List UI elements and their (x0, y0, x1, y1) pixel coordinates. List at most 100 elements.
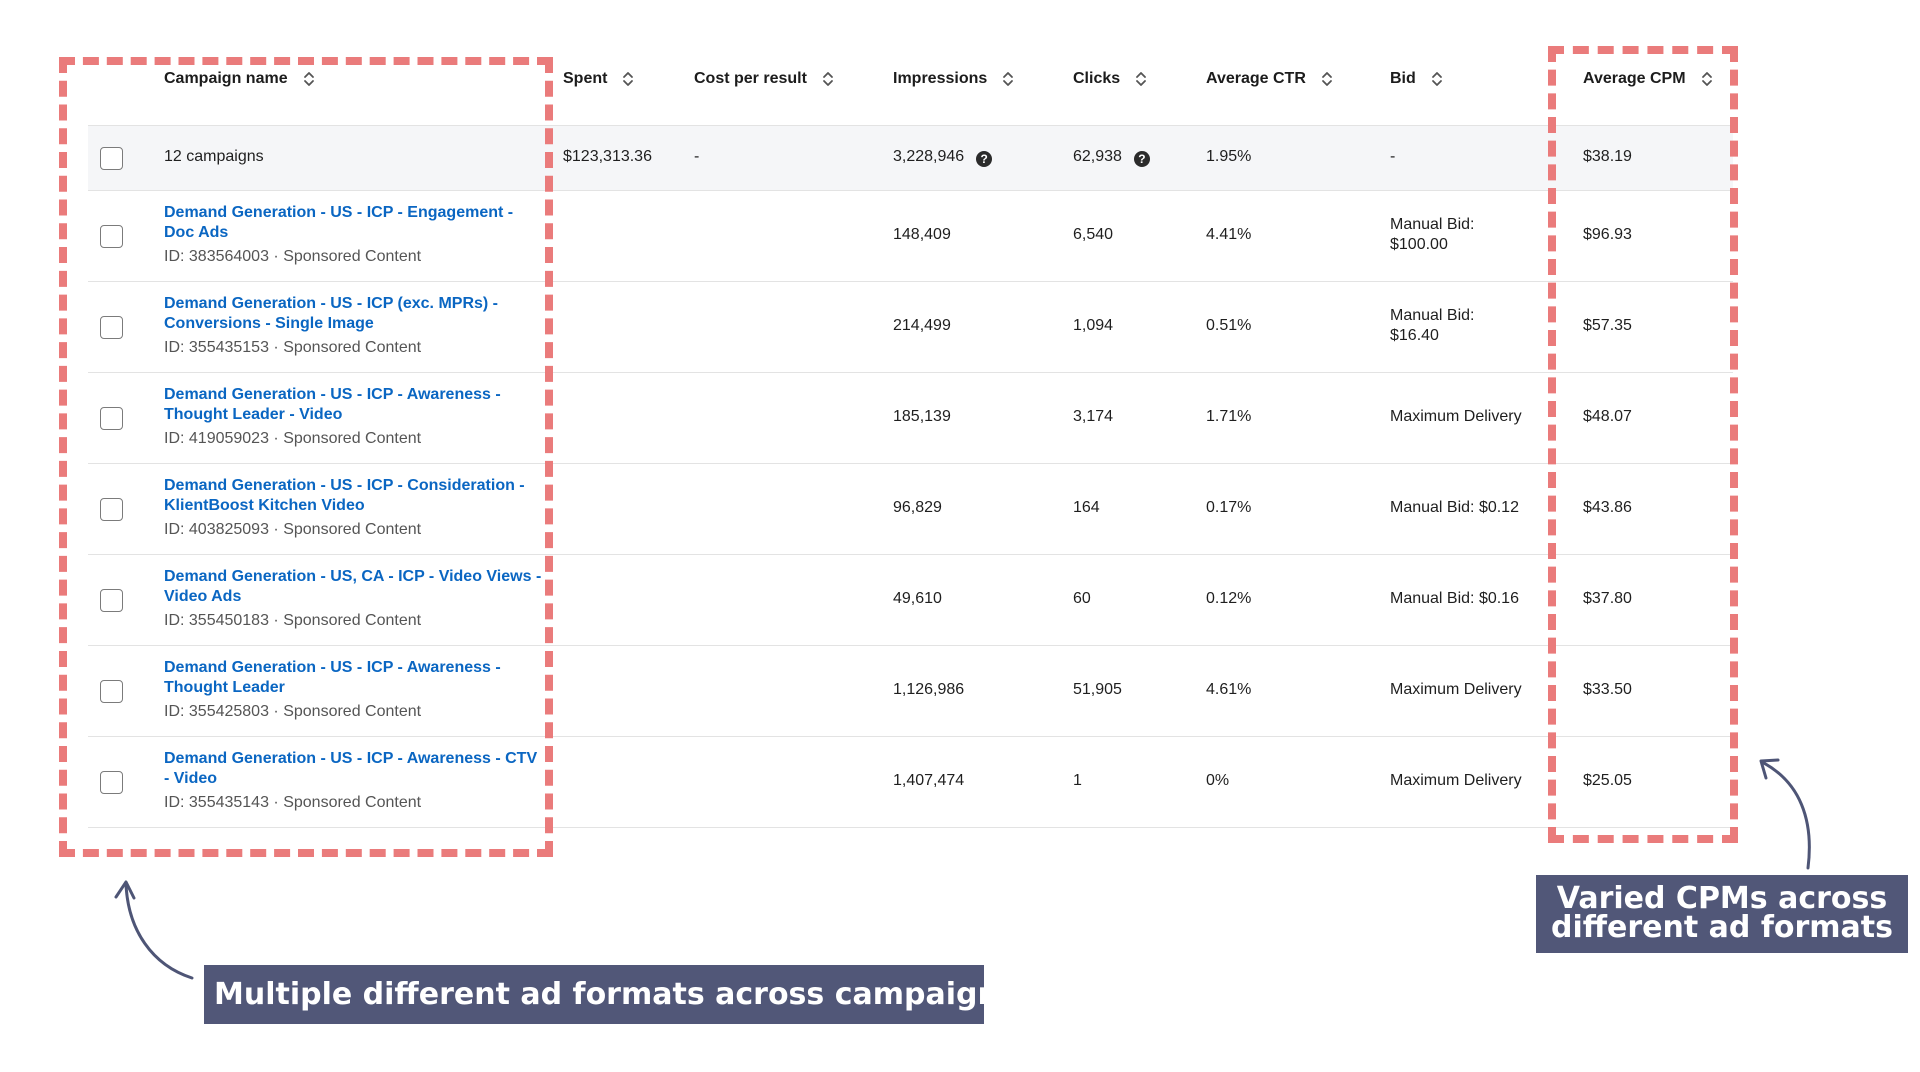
header-spent[interactable]: Spent (563, 62, 635, 96)
row-bid: Manual Bid: $0.16 (1390, 590, 1519, 607)
row-bid: Maximum Delivery (1390, 408, 1522, 425)
header-campaign-name[interactable]: Campaign name (164, 62, 316, 96)
divider (88, 554, 1733, 555)
row-clicks: 60 (1073, 590, 1091, 607)
row-bid: Maximum Delivery (1390, 681, 1522, 698)
divider (88, 645, 1733, 646)
row-checkbox[interactable] (100, 589, 123, 612)
sort-arrows-icon[interactable] (1134, 70, 1148, 88)
row-ctr: 4.61% (1206, 681, 1252, 698)
campaign-meta: ID: 355425803 · Sponsored Content (164, 703, 422, 720)
summary-impressions-value: 3,228,946 (893, 148, 965, 165)
row-ctr: 0% (1206, 772, 1230, 789)
campaign-meta: ID: 355450183 · Sponsored Content (164, 612, 422, 629)
select-all-checkbox[interactable] (100, 147, 123, 170)
curved-arrow-icon (114, 880, 194, 980)
summary-clicks-value: 62,938 (1073, 148, 1122, 165)
campaign-meta: ID: 355435153 · Sponsored Content (164, 339, 422, 356)
row-impressions: 96,829 (893, 499, 942, 516)
summary-impressions: 3,228,946? (893, 147, 993, 167)
campaign-meta: ID: 355435143 · Sponsored Content (164, 794, 422, 811)
row-cpm: $43.86 (1583, 499, 1632, 516)
row-impressions: 214,499 (893, 317, 951, 334)
header-average-cpm[interactable]: Average CPM (1583, 62, 1714, 96)
campaign-meta: ID: 383564003 · Sponsored Content (164, 248, 422, 265)
row-checkbox[interactable] (100, 316, 123, 339)
row-ctr: 0.17% (1206, 499, 1252, 516)
row-clicks: 1,094 (1073, 317, 1114, 334)
cpm-callout: Varied CPMs across different ad formats (1536, 875, 1908, 953)
header-label: Average CPM (1583, 70, 1686, 87)
header-average-ctr[interactable]: Average CTR (1206, 62, 1334, 96)
row-clicks: 1 (1073, 772, 1082, 789)
summary-spent: $123,313.36 (563, 148, 652, 165)
campaign-name-link[interactable]: Demand Generation - US - ICP - Engagemen… (164, 204, 514, 241)
campaign-name-link[interactable]: Demand Generation - US - ICP - Awareness… (164, 750, 538, 787)
header-impressions[interactable]: Impressions (893, 62, 1015, 96)
divider (88, 125, 1733, 126)
header-label: Campaign name (164, 70, 288, 87)
divider (88, 463, 1733, 464)
campaign-name-link[interactable]: Demand Generation - US - ICP - Awareness… (164, 659, 501, 696)
row-bid: Manual Bid: $16.40 (1390, 307, 1475, 344)
row-cpm: $57.35 (1583, 317, 1632, 334)
row-bid: Manual Bid: $100.00 (1390, 216, 1475, 253)
row-clicks: 3,174 (1073, 408, 1114, 425)
row-clicks: 164 (1073, 499, 1100, 516)
row-checkbox[interactable] (100, 771, 123, 794)
sort-arrows-icon[interactable] (1700, 70, 1714, 88)
header-cost-per-result[interactable]: Cost per result (694, 62, 835, 96)
row-checkbox[interactable] (100, 498, 123, 521)
row-impressions: 1,126,986 (893, 681, 965, 698)
divider (88, 281, 1733, 282)
summary-average-ctr: 1.95% (1206, 148, 1252, 165)
row-ctr: 1.71% (1206, 408, 1252, 425)
divider (88, 827, 1733, 828)
help-circle-icon[interactable]: ? (976, 151, 993, 167)
header-label: Clicks (1073, 70, 1121, 87)
header-label: Cost per result (694, 70, 807, 87)
campaign-name-link[interactable]: Demand Generation - US, CA - ICP - Video… (164, 568, 542, 605)
campaign-name-link[interactable]: Demand Generation - US - ICP - Considera… (164, 477, 525, 514)
campaign-name-link[interactable]: Demand Generation - US - ICP - Awareness… (164, 386, 501, 423)
header-clicks[interactable]: Clicks (1073, 62, 1148, 96)
cpm-callout-line2: different ad formats (1550, 910, 1893, 945)
sort-arrows-icon[interactable] (1320, 70, 1334, 88)
campaign-name-link[interactable]: Demand Generation - US - ICP (exc. MPRs)… (164, 295, 498, 332)
row-impressions: 148,409 (893, 226, 951, 243)
divider (88, 190, 1733, 191)
sort-arrows-icon[interactable] (1001, 70, 1015, 88)
summary-row (88, 126, 1733, 190)
row-checkbox[interactable] (100, 680, 123, 703)
campaign-meta: ID: 419059023 · Sponsored Content (164, 430, 422, 447)
summary-cost-per-result: - (694, 148, 700, 165)
curved-arrow-icon (1759, 758, 1811, 870)
row-clicks: 51,905 (1073, 681, 1122, 698)
row-bid: Manual Bid: $0.12 (1390, 499, 1519, 516)
summary-average-cpm: $38.19 (1583, 148, 1632, 165)
divider (88, 736, 1733, 737)
header-bid[interactable]: Bid (1390, 62, 1444, 96)
cpm-callout-line1: Varied CPMs across (1556, 881, 1888, 916)
summary-clicks: 62,938? (1073, 147, 1150, 167)
summary-bid: - (1390, 148, 1396, 165)
campaign-name-highlight (59, 57, 553, 857)
row-cpm: $48.07 (1583, 408, 1632, 425)
sort-arrows-icon[interactable] (621, 70, 635, 88)
row-ctr: 0.12% (1206, 590, 1252, 607)
row-ctr: 4.41% (1206, 226, 1252, 243)
row-cpm: $25.05 (1583, 772, 1632, 789)
summary-campaigns: 12 campaigns (164, 148, 264, 165)
row-clicks: 6,540 (1073, 226, 1114, 243)
row-impressions: 1,407,474 (893, 772, 965, 789)
row-checkbox[interactable] (100, 225, 123, 248)
help-circle-icon[interactable]: ? (1133, 151, 1150, 167)
row-checkbox[interactable] (100, 407, 123, 430)
header-label: Spent (563, 70, 608, 87)
sort-arrows-icon[interactable] (1430, 70, 1444, 88)
row-ctr: 0.51% (1206, 317, 1252, 334)
sort-arrows-icon[interactable] (302, 70, 316, 88)
sort-arrows-icon[interactable] (821, 70, 835, 88)
formats-callout: Multiple different ad formats across cam… (204, 965, 1017, 1024)
row-cpm: $96.93 (1583, 226, 1632, 243)
